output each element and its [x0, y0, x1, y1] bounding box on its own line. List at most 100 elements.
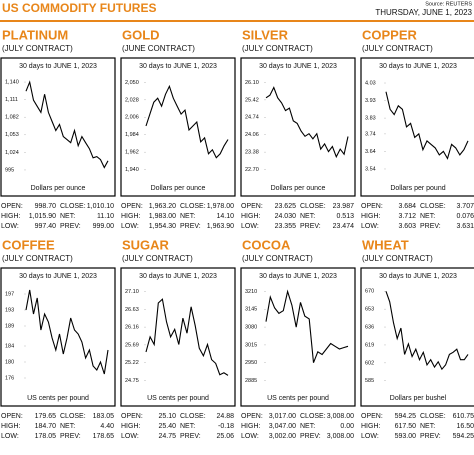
stat: HIGH: [1, 213, 21, 220]
y-tick-label: 619 [365, 342, 374, 348]
contract: (JULY CONTRACT) [122, 254, 193, 263]
stat: 617.50 [395, 423, 417, 430]
y-tick-label: 26.10 [245, 80, 259, 86]
commodity-name: GOLD [122, 27, 160, 42]
stat: OPEN: [121, 413, 143, 420]
y-tick-label: 2950 [245, 360, 257, 366]
chart-box [240, 267, 356, 407]
y-tick-label: 22.70 [245, 167, 259, 173]
y-tick-label: 3.93 [365, 98, 376, 104]
stat: CLOSE: [420, 203, 446, 210]
stat: LOW: [121, 223, 139, 230]
price-line [265, 289, 349, 363]
chart-box [120, 267, 236, 407]
y-tick-label: 1,053 [5, 132, 19, 138]
y-tick-label: 24.74 [245, 115, 259, 121]
stat: 184.70 [35, 423, 57, 430]
chart-box [360, 267, 474, 407]
stat: PREV: [420, 433, 441, 440]
stat: LOW: [241, 433, 259, 440]
unit-label: Dollars per bushel [390, 395, 447, 402]
date: THURSDAY, JUNE 1, 2023 [375, 8, 472, 17]
y-tick-label: 3080 [245, 325, 257, 331]
stat: NET: [300, 213, 315, 220]
chart-box [240, 57, 356, 197]
stat: NET: [60, 423, 75, 430]
stat: 1,963.20 [149, 203, 176, 210]
stat: 610.75 [453, 413, 474, 420]
y-tick-label: 1,111 [5, 97, 18, 103]
stat: 3.631 [456, 223, 474, 230]
stat: 3,017.00 [269, 413, 296, 420]
y-tick-label: 4.03 [365, 80, 376, 86]
unit-label: Dollars per ounce [31, 185, 86, 192]
stat: 23.355 [275, 223, 297, 230]
stat: 998.70 [35, 203, 57, 210]
stat: CLOSE: [180, 203, 206, 210]
y-tick-label: 602 [365, 360, 374, 366]
stat: HIGH: [361, 423, 381, 430]
y-tick-label: 2,006 [125, 115, 139, 121]
y-tick-label: 585 [365, 378, 374, 384]
y-tick-label: 3145 [245, 307, 257, 313]
contract: (JULY CONTRACT) [362, 44, 433, 53]
stat: LOW: [121, 433, 139, 440]
stat: 1,983.00 [149, 213, 176, 220]
unit-label: Dollars per ounce [271, 185, 326, 192]
stat: 3,002.00 [269, 433, 296, 440]
y-tick-label: 1,140 [5, 80, 19, 86]
stat: PREV: [420, 223, 441, 230]
y-tick-label: 189 [5, 323, 14, 329]
chart-title: 30 days to JUNE 1, 2023 [379, 273, 457, 280]
stat: 24.75 [158, 433, 176, 440]
y-tick-label: 180 [5, 359, 14, 365]
stat: OPEN: [121, 203, 143, 210]
stat: PREV: [180, 223, 201, 230]
stat: OPEN: [1, 413, 23, 420]
stat: 0.076 [456, 213, 474, 220]
unit-label: US cents per pound [27, 395, 89, 402]
y-tick-label: 3210 [245, 289, 257, 295]
stat: HIGH: [1, 423, 21, 430]
stat: NET: [420, 423, 435, 430]
chart-title: 30 days to JUNE 1, 2023 [19, 63, 97, 70]
stat: 593.00 [395, 433, 417, 440]
chart-box [360, 57, 474, 197]
stat: 23.987 [333, 203, 355, 210]
y-tick-label: 24.06 [245, 132, 259, 138]
unit-label: Dollars per ounce [151, 185, 206, 192]
stat: 179.65 [35, 413, 57, 420]
y-tick-label: 193 [5, 307, 14, 313]
y-tick-label: 995 [5, 167, 14, 173]
stat: 14.10 [216, 213, 234, 220]
y-tick-label: 2,028 [125, 97, 139, 103]
chart-title: 30 days to JUNE 1, 2023 [139, 63, 217, 70]
y-tick-label: 3.64 [365, 149, 376, 155]
stat: LOW: [241, 223, 259, 230]
source: Source: REUTERS [425, 1, 472, 7]
stat: 594.25 [453, 433, 474, 440]
commodity-name: SILVER [242, 27, 289, 42]
stat: CLOSE: [60, 413, 86, 420]
chart-title: 30 days to JUNE 1, 2023 [19, 273, 97, 280]
stat: NET: [300, 423, 315, 430]
stat: PREV: [300, 223, 321, 230]
y-tick-label: 25.69 [125, 342, 139, 348]
price-line [25, 289, 109, 375]
y-tick-label: 653 [365, 307, 374, 313]
stat: 183.05 [93, 413, 115, 420]
stat: 11.10 [97, 213, 114, 220]
stat: 178.05 [35, 433, 57, 440]
price-line [145, 298, 229, 376]
stat: CLOSE: [420, 413, 446, 420]
contract: (JULY CONTRACT) [242, 254, 313, 263]
stat: 3.707 [456, 203, 474, 210]
y-tick-label: 3015 [245, 342, 257, 348]
price-line [25, 80, 109, 169]
stat: 16.50 [456, 423, 474, 430]
y-tick-label: 2885 [245, 378, 257, 384]
stat: -0.18 [218, 423, 234, 430]
unit-label: US cents per pound [147, 395, 209, 402]
stat: LOW: [361, 433, 379, 440]
